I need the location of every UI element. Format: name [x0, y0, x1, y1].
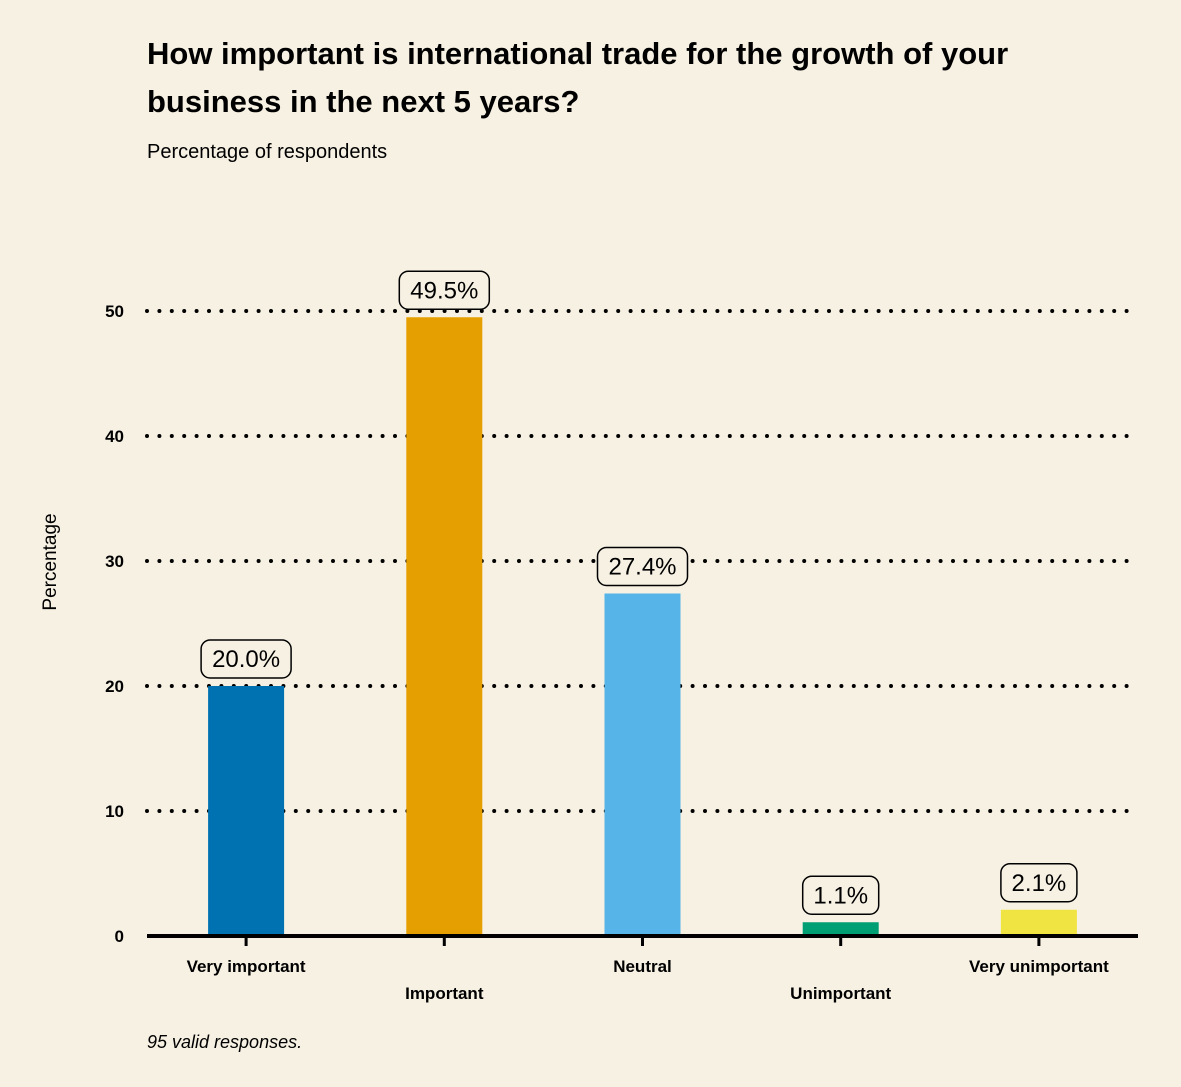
- y-tick-label-40: 40: [105, 427, 124, 446]
- y-tick-label-0: 0: [115, 927, 124, 946]
- y-tick-label-10: 10: [105, 802, 124, 821]
- value-label-3: 1.1%: [813, 882, 868, 909]
- bar-neutral: [604, 593, 681, 936]
- y-tick-label-50: 50: [105, 302, 124, 321]
- bar-very-unimportant: [1000, 909, 1077, 936]
- value-label-0: 20.0%: [212, 646, 280, 673]
- chart-title: How important is international trade for…: [147, 36, 1009, 119]
- chart-subtitle: Percentage of respondents: [147, 141, 388, 163]
- y-tick-label-20: 20: [105, 677, 124, 696]
- value-label-box-1: [398, 270, 491, 310]
- value-label-1: 49.5%: [410, 277, 478, 304]
- value-label-4: 2.1%: [1012, 870, 1067, 897]
- x-tick-label-3: Unimportant: [790, 984, 891, 1003]
- x-tick-label-1: Important: [405, 984, 484, 1003]
- bar-unimportant: [802, 922, 879, 936]
- value-label-box-3: [801, 875, 880, 915]
- y-tick-label-30: 30: [105, 552, 124, 571]
- x-tick-label-0: Very important: [187, 957, 306, 976]
- bar-very-important: [208, 686, 285, 936]
- value-label-2: 27.4%: [608, 554, 676, 581]
- bar-important: [406, 317, 483, 936]
- y-axis-title: Percentage: [40, 513, 61, 610]
- value-label-box-0: [200, 639, 292, 679]
- chart-footnote: 95 valid responses.: [147, 1032, 303, 1052]
- x-tick-label-4: Very unimportant: [969, 957, 1109, 976]
- value-label-box-2: [596, 546, 689, 587]
- x-tick-label-2: Neutral: [613, 957, 672, 976]
- value-label-box-4: [1000, 863, 1078, 903]
